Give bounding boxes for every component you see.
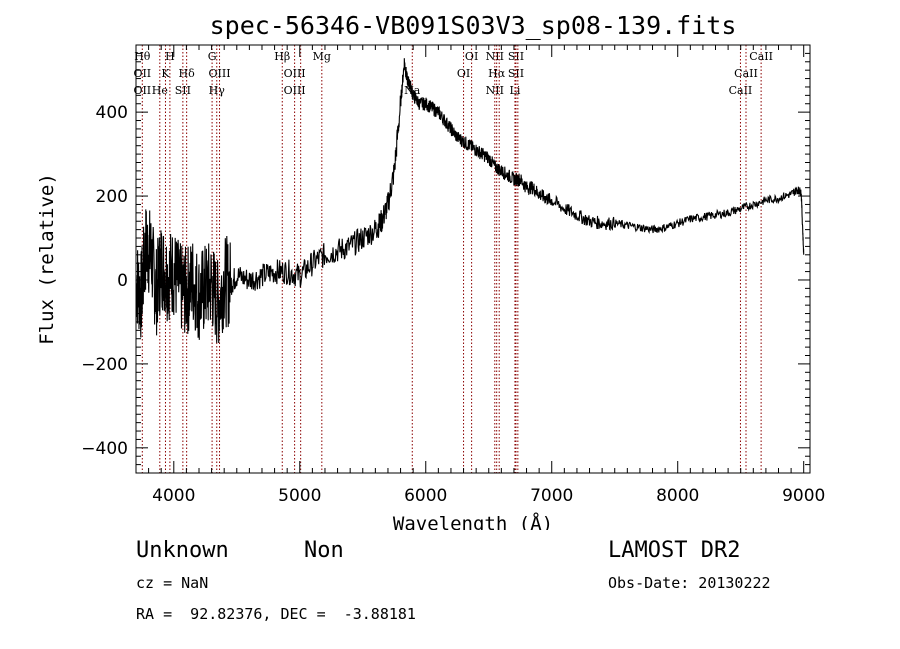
- plot-frame: [135, 44, 811, 474]
- x-tick-label: 7000: [530, 486, 573, 506]
- line-marker-label: NII: [486, 84, 504, 97]
- line-marker-label: SII: [175, 84, 191, 97]
- x-tick-label: 5000: [278, 486, 321, 506]
- line-marker-label: Hα: [488, 67, 506, 80]
- line-marker-label: Hδ: [179, 67, 196, 80]
- line-marker-label: G: [208, 50, 217, 63]
- line-marker-label: He: [152, 84, 168, 97]
- spectrum-line: [135, 58, 805, 344]
- x-tick-labels: 4000 5000 6000 7000 8000 9000: [152, 486, 825, 506]
- line-marker-label: CaII: [729, 84, 753, 97]
- y-tick-label: −400: [81, 439, 128, 459]
- line-marker-label: Hθ: [134, 50, 151, 63]
- cz-value: cz = NaN: [136, 574, 209, 592]
- chart-title: spec-56346-VB091S03V3_sp08-139.fits: [210, 11, 737, 40]
- line-marker-label: Hγ: [209, 84, 226, 97]
- line-marker-label: OI: [457, 67, 470, 80]
- line-marker-label: Mg: [313, 50, 331, 63]
- y-tick-label: 0: [117, 271, 128, 291]
- line-marker-label: OI: [465, 50, 478, 63]
- line-marker-label: OIII: [208, 67, 230, 80]
- class-label: Unknown: [136, 538, 229, 563]
- x-tick-label: 4000: [152, 486, 195, 506]
- x-tick-label: 9000: [782, 486, 825, 506]
- y-tick-label: 200: [96, 187, 128, 207]
- line-marker-label: OIII: [284, 67, 306, 80]
- y-axis-label: Flux (relative): [36, 173, 58, 345]
- x-tick-label: 6000: [404, 486, 447, 506]
- axis-ticks: [135, 44, 810, 473]
- line-marker-label: CaII: [749, 50, 773, 63]
- line-marker-label: SII: [508, 67, 524, 80]
- line-marker-label: Hβ: [274, 50, 290, 63]
- coordinates: RA = 92.82376, DEC = -3.88181: [136, 605, 416, 623]
- subclass-label: Non: [304, 538, 344, 563]
- line-marker-label: OIII: [284, 84, 306, 97]
- y-tick-label: 400: [96, 103, 128, 123]
- y-tick-labels: −400 −200 0 200 400: [81, 103, 128, 459]
- line-marker-label: CaII: [734, 67, 758, 80]
- x-axis-label: Wavelength (Å): [393, 512, 553, 530]
- line-marker-label: NII: [486, 50, 504, 63]
- line-marker-label: H: [165, 50, 175, 63]
- survey-label: LAMOST DR2: [608, 538, 741, 563]
- obs-date: Obs-Date: 20130222: [608, 574, 771, 592]
- y-tick-label: −200: [81, 355, 128, 375]
- x-tick-label: 8000: [656, 486, 699, 506]
- line-marker-label: SII: [508, 50, 524, 63]
- line-marker-label: Li: [510, 84, 521, 97]
- line-marker-label: K: [161, 67, 170, 80]
